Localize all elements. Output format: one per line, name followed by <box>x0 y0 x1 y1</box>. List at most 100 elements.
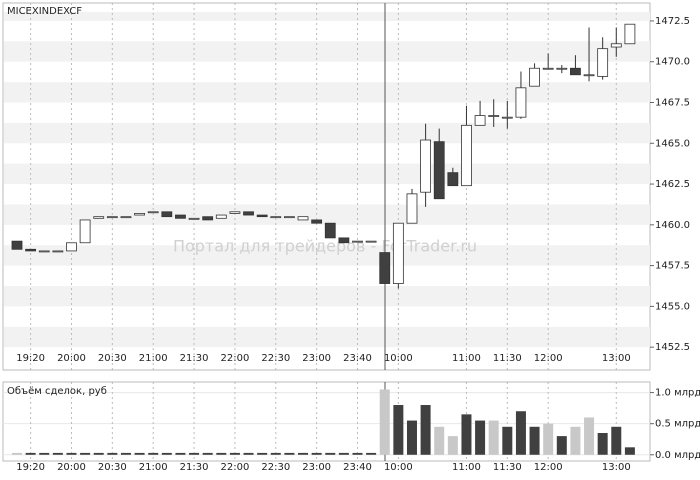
x-tick-label: 20:30 <box>98 353 127 364</box>
candle-body <box>610 43 622 48</box>
grid-band <box>4 245 650 266</box>
x-tick-label: 12:00 <box>534 462 563 473</box>
candle-body <box>501 116 513 119</box>
x-tick-label: 21:00 <box>139 353 168 364</box>
candle-body <box>447 172 459 187</box>
x-tick-label: 23:40 <box>343 462 372 473</box>
volume-bar <box>488 420 499 455</box>
y-tick-label: 1.0 млрд <box>655 388 700 399</box>
volume-bar <box>352 452 363 455</box>
volume-bar <box>338 452 349 455</box>
candle-body <box>338 237 350 244</box>
x-tick-label: 22:30 <box>261 462 290 473</box>
volume-bar <box>543 423 554 455</box>
x-tick-label: 13:00 <box>602 462 631 473</box>
grid-band <box>4 163 650 185</box>
candle-body <box>52 250 64 253</box>
volume-bar <box>161 452 172 455</box>
y-tick-label: 1472.5 <box>655 16 690 27</box>
candle-body <box>188 217 200 220</box>
grid-band <box>4 204 650 225</box>
y-tick-label: 0.0 млрд <box>655 450 700 461</box>
x-tick-label: 11:00 <box>452 462 481 473</box>
candle-body <box>570 67 581 76</box>
x-tick-label: 19:20 <box>16 353 45 364</box>
candle-body <box>324 222 336 239</box>
candle-body <box>474 115 486 126</box>
volume-bar <box>570 426 581 455</box>
watermark: Портал для трейдеров - ForTrader.ru <box>173 237 477 256</box>
volume-bar <box>502 426 513 455</box>
candle-body <box>352 240 363 243</box>
y-tick-label: 1460.0 <box>655 220 690 231</box>
candle-body <box>515 87 527 118</box>
x-tick-label: 22:00 <box>221 462 250 473</box>
x-tick-label: 21:00 <box>139 462 168 473</box>
candle-body <box>270 216 282 219</box>
candle-body <box>283 216 295 219</box>
volume-bar <box>66 452 77 455</box>
x-tick-label: 22:00 <box>221 353 250 364</box>
volume-bar <box>379 389 390 455</box>
candle-body <box>243 211 254 216</box>
candle-body <box>256 214 268 218</box>
volume-bar <box>107 452 118 455</box>
candle-body <box>365 240 377 243</box>
x-tick-label: 21:30 <box>180 462 209 473</box>
volume-bar <box>175 452 186 455</box>
volume-bar <box>120 452 131 455</box>
volume-bar <box>148 452 159 455</box>
y-tick-label: 1455.0 <box>655 301 690 312</box>
y-tick-label: 1470.0 <box>655 57 690 68</box>
x-tick-label: 10:00 <box>384 353 413 364</box>
candle-body <box>147 211 159 214</box>
volume-bar <box>189 452 200 455</box>
grid-band <box>4 82 650 103</box>
candle-body <box>542 67 554 70</box>
volume-bar <box>325 452 336 455</box>
candle-body <box>161 211 173 218</box>
volume-bar <box>420 405 431 455</box>
x-tick-label: 21:30 <box>180 353 209 364</box>
candle-body <box>134 213 145 216</box>
volume-bar <box>447 436 458 455</box>
candle-body <box>406 193 418 224</box>
candle-body <box>420 139 432 193</box>
volume-bar <box>611 426 622 455</box>
volume-bar <box>311 452 322 455</box>
x-tick-label: 11:30 <box>493 353 522 364</box>
x-tick-label: 22:30 <box>261 353 290 364</box>
chart-title: MICEXINDEXCF <box>7 6 82 17</box>
candle-body <box>229 211 241 214</box>
y-tick-label: 1452.5 <box>655 342 690 353</box>
volume-bar <box>406 420 417 455</box>
volume-bar <box>134 452 145 455</box>
x-tick-label: 23:00 <box>302 353 331 364</box>
volume-bar <box>298 452 309 455</box>
candle-body <box>392 222 404 284</box>
candle-body <box>11 240 23 250</box>
candle-body <box>297 216 309 221</box>
x-tick-label: 13:00 <box>602 353 631 364</box>
volume-bar <box>243 452 254 455</box>
volume-bar <box>93 452 104 455</box>
candle-body <box>25 248 37 252</box>
volume-bar <box>584 417 595 455</box>
candle-body <box>38 250 50 253</box>
candle-body <box>120 216 132 219</box>
candle-body <box>311 219 323 224</box>
y-tick-label: 1467.5 <box>655 97 690 108</box>
volume-bar <box>284 452 295 455</box>
x-tick-label: 10:00 <box>384 462 413 473</box>
candle-body <box>93 216 105 219</box>
volume-bar <box>52 452 63 455</box>
volume-bar <box>366 452 377 455</box>
volume-bar <box>461 414 472 455</box>
grid-band <box>4 326 650 348</box>
candle-body <box>66 242 77 252</box>
volume-bar <box>434 426 445 455</box>
candle-body <box>583 74 595 77</box>
y-tick-label: 1462.5 <box>655 179 690 190</box>
volume-bar <box>529 426 540 455</box>
